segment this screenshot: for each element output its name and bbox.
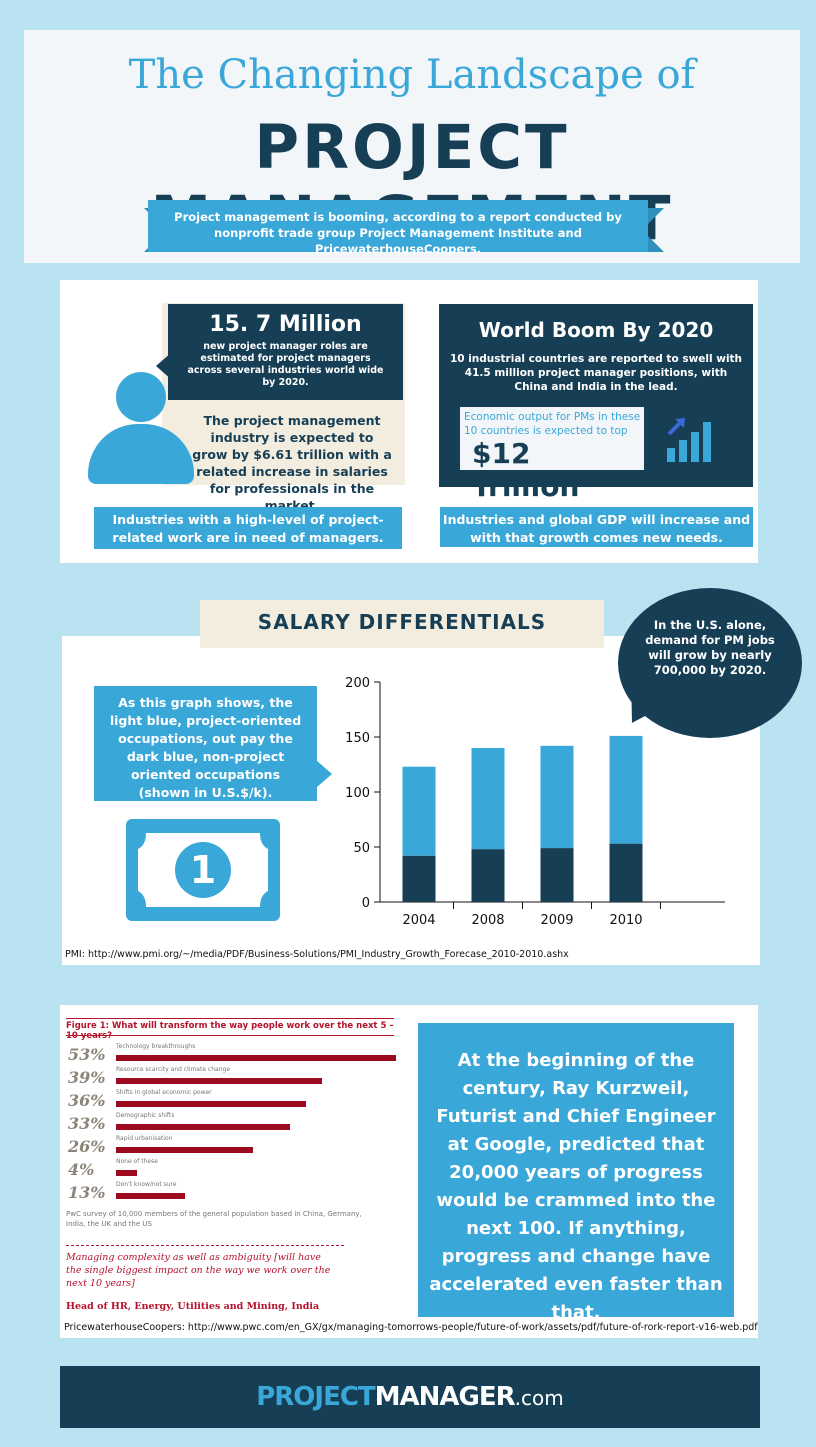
x-tick-label: 2004 — [402, 913, 435, 928]
bar-project — [609, 735, 643, 844]
figure-row-pct: 26% — [68, 1137, 106, 1156]
figure-rule — [66, 1035, 394, 1036]
roles-callout: 15. 7 Million new project manager roles … — [168, 304, 403, 400]
note-tail — [316, 760, 332, 788]
econ-value: $12 Trillion — [472, 437, 580, 503]
header: The Changing Landscape of PROJECT MANAGE… — [24, 30, 800, 263]
figure-row: 36% Shifts in global economic power — [66, 1089, 396, 1112]
figure-row: 39% Resource scarcity and climate change — [66, 1066, 396, 1089]
figure-row-pct: 53% — [68, 1045, 106, 1064]
y-tick-label: 150 — [345, 731, 370, 746]
figure-row-pct: 39% — [68, 1068, 106, 1087]
figure-row: 26% Rapid urbanisation — [66, 1135, 396, 1158]
boom-text: 10 industrial countries are reported to … — [449, 353, 743, 393]
bar-non-project — [402, 855, 436, 902]
figure-row-pct: 33% — [68, 1114, 106, 1133]
figure-row-pct: 36% — [68, 1091, 106, 1110]
figure-row-bar — [116, 1193, 185, 1199]
growth-text: The project management industry is expec… — [192, 413, 392, 513]
figure-row-bar — [116, 1170, 138, 1176]
money-symbol: 1 — [190, 848, 216, 892]
brand-domain: .com — [514, 1386, 564, 1410]
figure-title: Figure 1: What will transform the way pe… — [66, 1021, 394, 1041]
footer: PROJECTMANAGER.com — [60, 1366, 760, 1428]
figure-row-pct: 13% — [68, 1183, 106, 1202]
figure-row: 13% Don't know/not sure — [66, 1181, 396, 1204]
roles-strip: Industries with a high-level of project-… — [94, 507, 402, 549]
intro-ribbon: Project management is booming, according… — [148, 200, 648, 256]
figure-row: 33% Demographic shifts — [66, 1112, 396, 1135]
figure-row-label: None of these — [116, 1158, 158, 1165]
bar-project — [540, 745, 574, 849]
y-tick-label: 100 — [345, 786, 370, 801]
future-section: Figure 1: What will transform the way pe… — [60, 1005, 758, 1338]
x-tick-label: 2008 — [471, 913, 504, 928]
figure-row-bar — [116, 1055, 396, 1061]
figure-row-bar — [116, 1078, 323, 1084]
figure-row: 53% Technology breakthroughs — [66, 1043, 396, 1066]
figure-row-label: Don't know/not sure — [116, 1181, 177, 1188]
kurzweil-quote: At the beginning of the century, Ray Kur… — [418, 1023, 734, 1323]
figure-row-label: Shifts in global economic power — [116, 1089, 212, 1096]
person-icon — [88, 372, 194, 484]
brand-manager: MANAGER — [374, 1382, 516, 1412]
salary-banner: SALARY DIFFERENTIALS — [200, 600, 604, 648]
money-bill-icon: 1 — [126, 819, 280, 921]
figure-row-pct: 4% — [68, 1160, 95, 1179]
econ-box: Economic output for PMs in these 10 coun… — [460, 407, 644, 503]
roles-subtext: new project manager roles are estimated … — [187, 341, 384, 388]
y-tick-label: 200 — [345, 676, 370, 691]
figure-row-label: Demographic shifts — [116, 1112, 175, 1119]
figure-row-label: Resource scarcity and climate change — [116, 1066, 231, 1073]
salary-chart: 0 50 100 150 200 2004 2008 2009 2010 — [345, 676, 725, 928]
survey-figure: Figure 1: What will transform the way pe… — [66, 1015, 396, 1327]
brand-project: PROJECT — [256, 1382, 375, 1412]
y-tick-label: 0 — [362, 896, 370, 911]
pwc-source: PricewaterhouseCoopers: http://www.pwc.c… — [64, 1322, 758, 1333]
bar-non-project — [540, 848, 574, 902]
title-small: The Changing Landscape of — [128, 52, 696, 98]
figure-note: PwC survey of 10,000 members of the gene… — [66, 1210, 362, 1228]
boom-title: World Boom By 2020 — [478, 318, 714, 342]
bar-project — [402, 766, 436, 856]
x-tick-label: 2010 — [609, 913, 642, 928]
figure-divider — [66, 1245, 344, 1246]
demand-speech-bubble: In the U.S. alone, demand for PM jobs wi… — [618, 588, 802, 738]
bar-non-project — [609, 843, 643, 902]
figure-row: 4% None of these — [66, 1158, 396, 1181]
bar-project — [471, 748, 505, 850]
econ-label: Economic output for PMs in these 10 coun… — [464, 411, 641, 437]
stats-section: 15. 7 Million new project manager roles … — [60, 280, 758, 563]
figure-row-label: Technology breakthroughs — [116, 1043, 196, 1050]
boom-strip: Industries and global GDP will increase … — [440, 507, 753, 547]
figure-row-bar — [116, 1101, 307, 1107]
roles-headline: 15. 7 Million — [209, 312, 362, 337]
pmi-source: PMI: http://www.pmi.org/~/media/PDF/Busi… — [65, 949, 569, 960]
figure-row-label: Rapid urbanisation — [116, 1135, 173, 1142]
growth-bars-icon — [667, 418, 711, 462]
figure-rule-top — [66, 1018, 394, 1019]
figure-quote: Managing complexity as well as ambiguity… — [66, 1252, 331, 1289]
boom-panel: World Boom By 2020 10 industrial countri… — [439, 304, 753, 503]
bar-non-project — [471, 849, 505, 902]
x-tick-label: 2009 — [540, 913, 573, 928]
graph-note: As this graph shows, the light blue, pro… — [94, 686, 317, 801]
figure-attribution: Head of HR, Energy, Utilities and Mining… — [66, 1301, 320, 1312]
figure-row-bar — [116, 1124, 291, 1130]
figure-row-bar — [116, 1147, 254, 1153]
y-tick-label: 50 — [353, 841, 370, 856]
